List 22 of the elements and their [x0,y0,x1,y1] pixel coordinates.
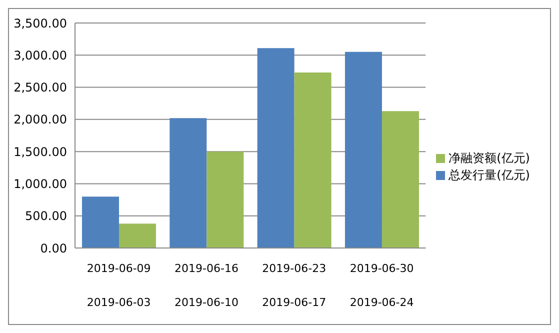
bar [82,196,119,248]
y-tick-label: 2,000.00 [14,112,67,127]
bar [206,152,244,248]
category-label: 2019-06-30 2019-06-24 [350,262,414,309]
y-tick-label: 1,000.00 [14,176,67,191]
bar [170,118,207,248]
bar [294,72,332,248]
legend-label: 总发行量(亿元) [448,168,530,182]
y-tick-label: 3,000.00 [14,48,67,62]
y-tick-label: 0.00 [40,241,67,256]
y-tick-label: 500.00 [25,209,67,224]
category-label: 2019-06-16 2019-06-10 [174,262,238,309]
y-tick-label: 1,500.00 [14,144,67,159]
y-tick-label: 3,500.00 [14,16,67,30]
bar [344,52,382,248]
bar [119,224,156,248]
bar [257,48,294,248]
category-label: 2019-06-23 2019-06-17 [262,262,326,309]
legend-label: 净融资额(亿元) [448,150,530,164]
bar [382,111,419,248]
category-label: 2019-06-09 2019-06-03 [86,262,151,309]
y-tick-label: 2,500.00 [14,80,67,95]
